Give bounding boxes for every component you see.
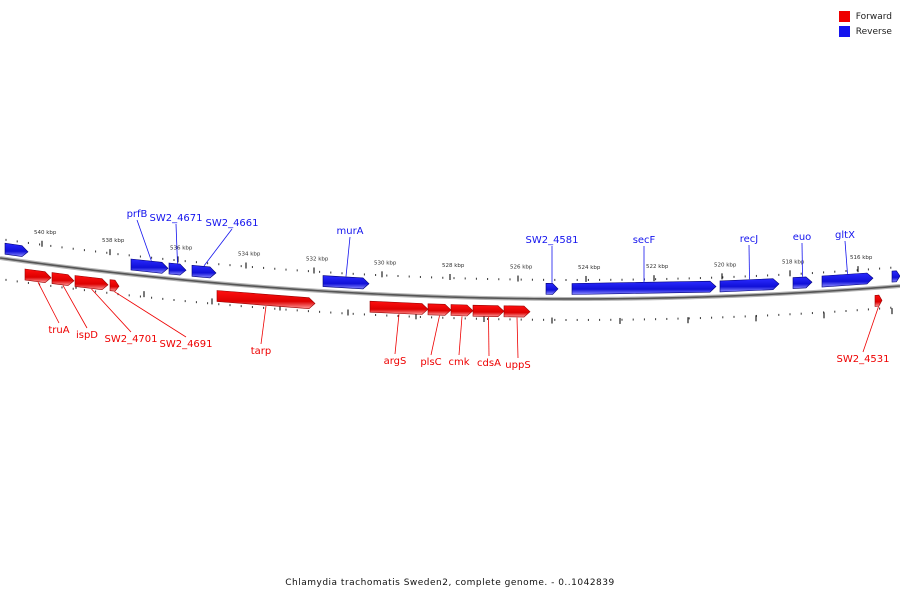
reverse-gene-arrow[interactable] <box>168 262 187 276</box>
forward-gene-label: SW2_4691 <box>159 339 212 350</box>
gene-track <box>4 242 900 318</box>
kbp-tick-label: 536 kbp <box>170 245 193 251</box>
forward-gene-arrow[interactable] <box>109 279 120 292</box>
forward-gene-arrow[interactable] <box>74 275 109 291</box>
forward-gene-arrow[interactable] <box>427 303 452 316</box>
reverse-gene-label: SW2_4661 <box>205 218 258 229</box>
backbone <box>0 257 900 300</box>
forward-gene-label: SW2_4701 <box>104 334 157 345</box>
kbp-tick-label: 530 kbp <box>374 260 397 266</box>
forward-leader-line <box>458 316 463 356</box>
reverse-leader-line <box>844 240 848 274</box>
reverse-gene-arrow[interactable] <box>719 278 780 293</box>
gene-labels: prfB SW2_4671 SW2_4661 murA SW2_4581 secF recJ… <box>37 209 890 371</box>
reverse-gene-label: recJ <box>740 234 759 245</box>
kbp-tick-label: 524 kbp <box>578 265 601 271</box>
forward-gene-label: plsC <box>420 357 441 368</box>
reverse-gene-arrow[interactable] <box>130 258 169 274</box>
forward-leader-line <box>114 291 187 338</box>
forward-swatch <box>838 11 850 22</box>
forward-gene-label: ispD <box>76 330 98 341</box>
kbp-tick-label: 528 kbp <box>442 263 465 269</box>
forward-leader-line <box>91 288 132 333</box>
reverse-gene-label: euo <box>793 232 812 243</box>
forward-gene-label: uppS <box>505 360 530 371</box>
forward-gene-arrow[interactable] <box>369 300 429 315</box>
forward-gene-arrow[interactable] <box>503 305 531 318</box>
reverse-swatch <box>838 26 850 37</box>
reverse-gene-arrow[interactable] <box>322 275 370 290</box>
legend: Forward Reverse <box>838 9 892 39</box>
reverse-gene-label: SW2_4581 <box>525 235 578 246</box>
reverse-gene-arrow[interactable] <box>821 272 874 288</box>
legend-forward-label: Forward <box>855 11 892 22</box>
kbp-tick-label: 518 kbp <box>782 259 805 265</box>
forward-leader-line <box>62 285 88 329</box>
reverse-gene-arrow[interactable] <box>4 242 29 257</box>
reverse-leader-line <box>136 219 152 261</box>
reverse-gene-arrow[interactable] <box>191 264 217 279</box>
reverse-gene-label: murA <box>336 226 363 237</box>
reverse-gene-label: gltX <box>835 230 855 241</box>
reverse-gene-label: prfB <box>127 209 148 220</box>
reverse-gene-label: SW2_4671 <box>149 213 202 224</box>
kbp-tick-label: 540 kbp <box>34 230 57 236</box>
forward-leader-line <box>37 282 60 324</box>
forward-leader-line <box>862 306 879 353</box>
kbp-tick-label: 532 kbp <box>306 256 329 262</box>
forward-gene-arrow[interactable] <box>472 304 505 318</box>
kbp-tick-label: 534 kbp <box>238 252 261 258</box>
forward-leader-line <box>516 317 519 359</box>
forward-leader-line <box>260 306 267 345</box>
forward-gene-label: SW2_4531 <box>836 354 889 365</box>
forward-gene-label: argS <box>384 356 407 367</box>
forward-leader-line <box>430 315 440 356</box>
forward-gene-label: cmk <box>448 357 469 368</box>
forward-gene-arrow[interactable] <box>24 268 52 284</box>
forward-gene-label: tarp <box>251 346 272 357</box>
reverse-leader-line <box>345 236 351 277</box>
forward-gene-label: cdsA <box>477 358 501 369</box>
legend-reverse: Reverse <box>838 24 892 39</box>
kbp-tick-label: 526 kbp <box>510 265 533 271</box>
reverse-leader-line <box>203 228 233 267</box>
reverse-leader-line <box>175 223 178 264</box>
reverse-leader-line <box>801 242 803 277</box>
reverse-gene-arrow[interactable] <box>545 282 559 295</box>
forward-leader-line <box>488 317 490 357</box>
reverse-gene-arrow[interactable] <box>571 280 717 295</box>
legend-forward: Forward <box>838 9 892 24</box>
forward-gene-label: truA <box>48 325 69 336</box>
kbp-tick-label: 538 kbp <box>102 238 125 244</box>
legend-reverse-label: Reverse <box>855 26 892 37</box>
forward-leader-line <box>394 314 400 355</box>
kbp-tick-label: 522 kbp <box>646 264 669 270</box>
reverse-gene-label: secF <box>633 235 656 246</box>
genome-caption: Chlamydia trachomatis Sweden2, complete … <box>285 578 615 588</box>
forward-gene-arrow[interactable] <box>874 294 883 307</box>
forward-gene-arrow[interactable] <box>216 290 316 310</box>
reverse-leader-line <box>748 244 750 280</box>
kbp-tick-label: 520 kbp <box>714 262 737 268</box>
reverse-gene-arrow[interactable] <box>792 276 813 289</box>
forward-gene-arrow[interactable] <box>450 304 474 317</box>
kbp-tick-label: 516 kbp <box>850 255 873 261</box>
forward-gene-arrow[interactable] <box>51 272 75 286</box>
genome-axis: 540 kbp 538 kbp 536 kbp 534 kbp 532 kbp 530 k… <box>0 230 900 324</box>
reverse-gene-arrow[interactable] <box>891 270 900 283</box>
